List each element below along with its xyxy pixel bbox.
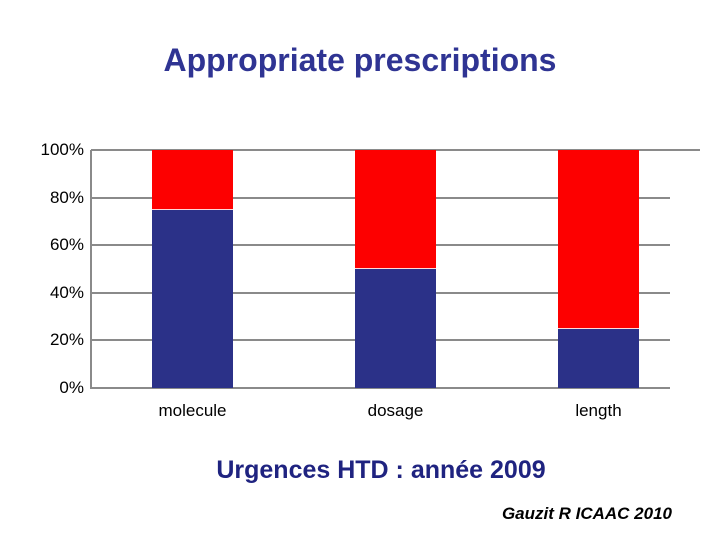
x-category-label: molecule: [158, 401, 227, 420]
y-tick-label: 80%: [49, 187, 84, 207]
bar-segment-length-red-segment: [558, 150, 639, 329]
x-category-label: length: [575, 401, 622, 420]
y-tick-label: 20%: [49, 330, 84, 350]
x-category-label: dosage: [367, 401, 424, 420]
slide-title: Appropriate prescriptions: [163, 42, 557, 78]
y-tick-label: 60%: [49, 235, 84, 255]
bar-segment-molecule-red-segment: [152, 150, 233, 210]
bar-segment-length-blue-segment: [558, 328, 639, 388]
y-axis-line: [90, 150, 92, 389]
bar-segment-dosage-blue-segment: [355, 269, 436, 388]
x-axis-line: [91, 387, 670, 389]
bar-segment-dosage-red-segment: [355, 150, 436, 269]
y-tick-label: 100%: [40, 140, 84, 159]
y-tick-label: 40%: [49, 282, 84, 302]
y-tick-label: 0%: [59, 378, 84, 397]
bar-segment-molecule-blue-segment: [152, 209, 233, 388]
chart-caption: Urgences HTD : année 2009: [216, 456, 546, 484]
attribution-text: Gauzit R ICAAC 2010: [501, 504, 672, 523]
